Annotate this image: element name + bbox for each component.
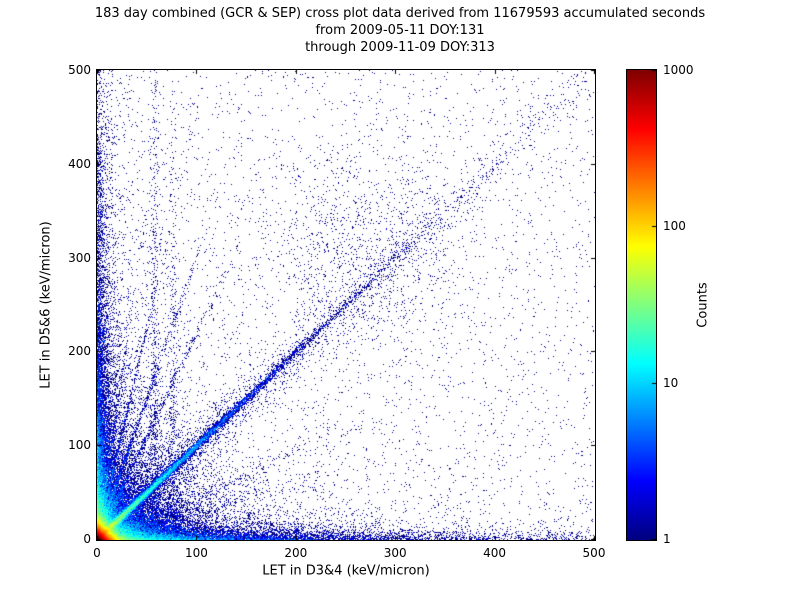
chart-title-line-2: from 2009-05-11 DOY:131 xyxy=(315,23,485,38)
colorbar-tick-label: 1000 xyxy=(663,63,694,77)
y-tick-label: 200 xyxy=(68,344,91,359)
colorbar-tick-label: 10 xyxy=(663,375,679,390)
x-tick-label: 300 xyxy=(383,546,407,560)
x-tick-label: 0 xyxy=(93,546,101,560)
x-tick-label: 200 xyxy=(284,546,308,560)
x-tick-label: 400 xyxy=(483,546,507,560)
colorbar-canvas xyxy=(626,69,657,541)
y-tick-label: 100 xyxy=(68,438,91,453)
y-axis-label: LET in D5&6 (keV/micron) xyxy=(38,221,54,389)
x-tick-label: 500 xyxy=(582,546,606,560)
y-tick-label: 300 xyxy=(68,250,91,265)
chart-title-line-3: through 2009-11-09 DOY:313 xyxy=(305,40,495,55)
y-tick-label: 400 xyxy=(68,156,91,171)
x-tick-label: 100 xyxy=(184,546,208,560)
chart-title-line-1: 183 day combined (GCR & SEP) cross plot … xyxy=(94,6,706,21)
colorbar-label: Counts xyxy=(695,282,711,328)
colorbar-tick-label: 1 xyxy=(663,532,671,546)
scatter-plot-canvas xyxy=(96,69,596,541)
x-axis-label: LET in D3&4 (keV/micron) xyxy=(262,563,430,579)
y-tick-label: 500 xyxy=(68,63,91,77)
colorbar-tick-label: 100 xyxy=(663,219,686,234)
y-tick-label: 0 xyxy=(83,532,91,546)
